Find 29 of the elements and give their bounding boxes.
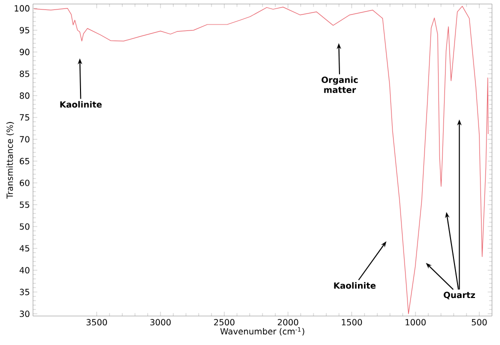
y-tick-label: 30 [20, 310, 30, 318]
annotation: Organic matter [322, 76, 358, 93]
x-tick-label: 1000 [406, 319, 426, 326]
annotation: Quartz [444, 292, 476, 300]
x-axis-title: Wavenumber (cm$^{-1}$) [220, 327, 304, 336]
y-tick-label: 55 [20, 202, 30, 208]
x-tick-label: 3000 [150, 319, 171, 326]
y-tick-label: 50 [20, 223, 30, 230]
y-axis-title: Transmittance (%) [6, 122, 14, 199]
y-tick-label: 95 [20, 26, 30, 34]
y-tick-label: 80 [20, 92, 30, 99]
y-tick-label: 75 [20, 114, 30, 121]
y-tick-label: 70 [20, 136, 30, 142]
x-tick-label: 2000 [278, 319, 298, 326]
y-tick-label: 100 [14, 5, 30, 12]
line-series [34, 6, 488, 314]
x-tick-label: 3500 [86, 319, 107, 326]
annotation: Kaolinite [60, 101, 102, 108]
annotation: Kaolinite [334, 282, 376, 289]
y-tick-label: 65 [20, 158, 30, 164]
y-tick-label: 45 [20, 245, 30, 252]
y-tick-label: 85 [20, 70, 30, 78]
y-tick-label: 90 [20, 48, 30, 56]
y-tick-label: 40 [20, 266, 30, 274]
x-tick-label: 2500 [214, 319, 234, 326]
y-tick-label: 35 [20, 288, 30, 296]
y-tick-label: 60 [20, 180, 30, 186]
x-tick-label: 1500 [342, 319, 362, 326]
x-tick-label: 500 [472, 319, 487, 326]
